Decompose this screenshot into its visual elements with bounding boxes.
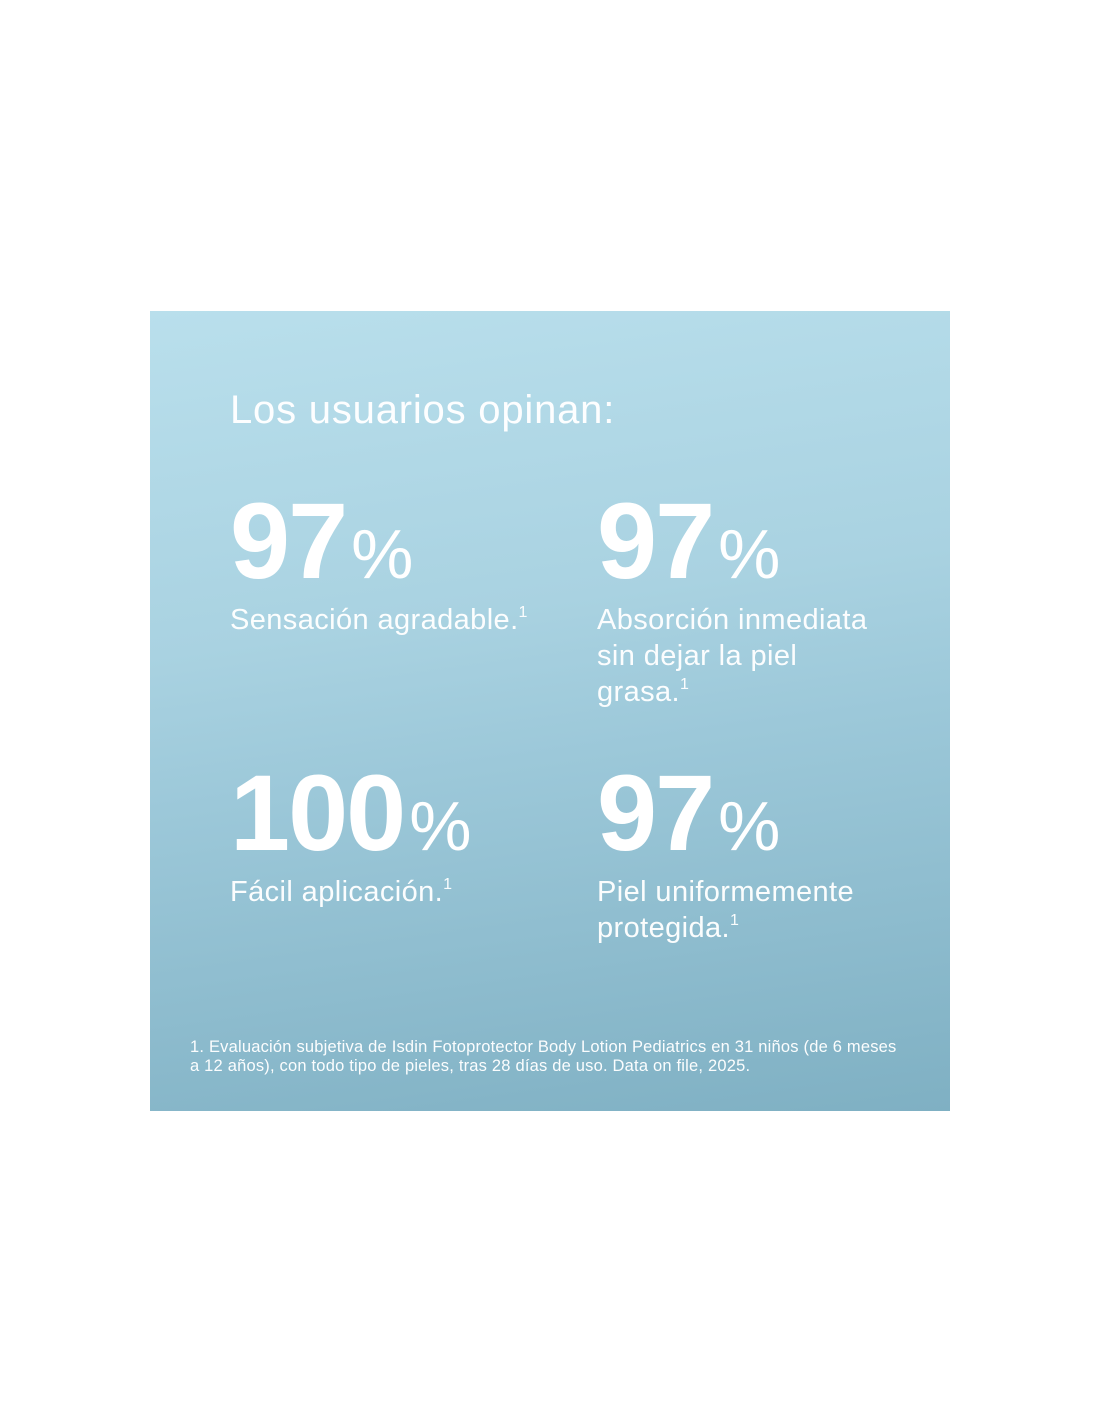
- percent-sign: %: [351, 515, 414, 593]
- stat-number: 97: [230, 480, 348, 601]
- footnote-reference: 1: [730, 912, 739, 929]
- study-footnote: 1. Evaluación subjetiva de Isdin Fotopro…: [190, 1038, 897, 1075]
- footnote-reference: 1: [518, 604, 528, 621]
- stat-facil-aplicacion: 100% Fácil aplicación.1: [230, 759, 597, 1031]
- panel-content: Los usuarios opinan: 97% Sensación agrad…: [150, 311, 950, 1111]
- stat-label: Fácil aplicación.1: [230, 874, 530, 910]
- stat-label: Piel uniformemente protegida.1: [597, 874, 897, 946]
- stat-label: Absorción inmediata sin dejar la piel gr…: [597, 602, 897, 710]
- panel-title: Los usuarios opinan:: [230, 388, 616, 432]
- stat-number: 100: [230, 752, 406, 873]
- stat-sensacion-agradable: 97% Sensación agradable.1: [230, 487, 597, 759]
- percent-sign: %: [409, 787, 472, 865]
- stat-label-text: Sensación agradable.: [230, 604, 519, 636]
- percent-sign: %: [718, 515, 781, 593]
- stat-label: Sensación agradable.1: [230, 602, 530, 638]
- stat-value: 97%: [597, 487, 920, 608]
- stat-number: 97: [597, 480, 715, 601]
- stat-number: 97: [597, 752, 715, 873]
- footnote-reference: 1: [680, 676, 689, 693]
- percent-sign: %: [718, 787, 781, 865]
- stat-label-text: Fácil aplicación.: [230, 876, 444, 908]
- stat-value: 97%: [597, 759, 920, 880]
- stat-piel-protegida: 97% Piel uniformemente protegida.1: [597, 759, 920, 1031]
- stat-label-text: Absorción inmediata sin dejar la piel gr…: [597, 604, 868, 708]
- stat-absorcion-inmediata: 97% Absorción inmediata sin dejar la pie…: [597, 487, 920, 759]
- user-opinion-stats-panel: Los usuarios opinan: 97% Sensación agrad…: [150, 311, 950, 1111]
- stats-grid: 97% Sensación agradable.1 97% Absorción …: [230, 487, 920, 1031]
- footnote-reference: 1: [443, 876, 453, 893]
- stat-value: 100%: [230, 759, 597, 880]
- stat-value: 97%: [230, 487, 597, 608]
- stat-label-text: Piel uniformemente protegida.: [597, 876, 855, 944]
